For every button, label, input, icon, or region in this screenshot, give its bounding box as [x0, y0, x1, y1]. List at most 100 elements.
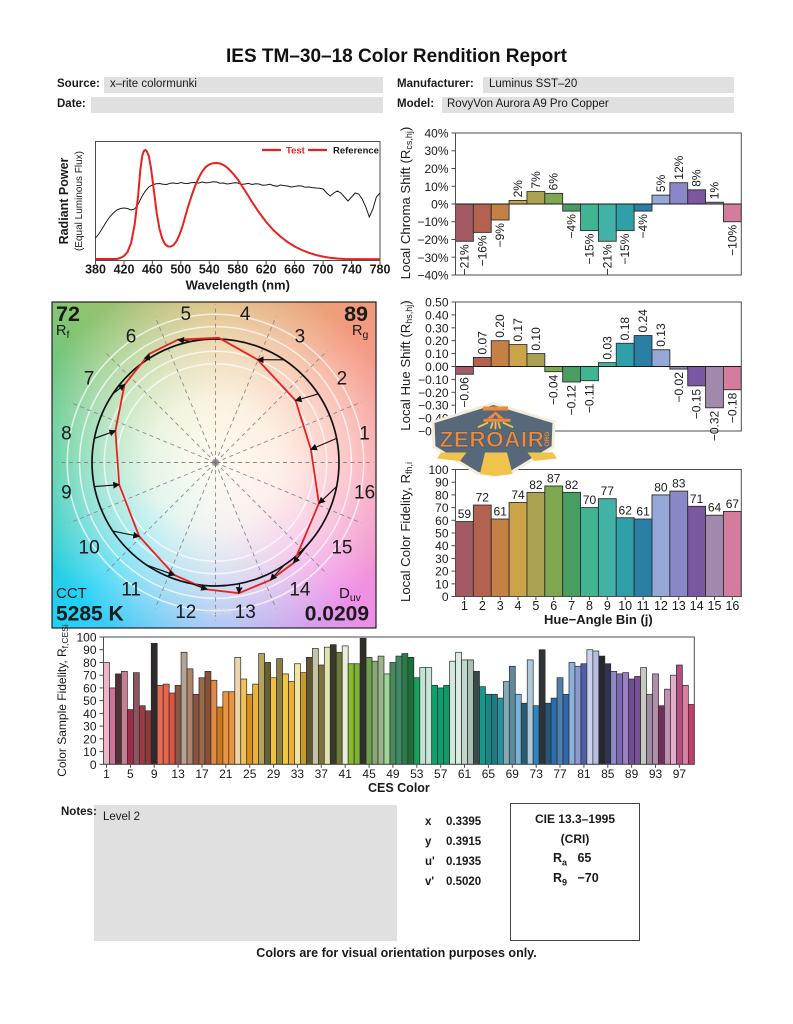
svg-text:620: 620: [256, 263, 277, 277]
svg-text:29: 29: [267, 767, 281, 781]
svg-text:13: 13: [171, 767, 185, 781]
svg-text:−0.10: −0.10: [418, 373, 449, 387]
svg-text:20%: 20%: [424, 162, 448, 176]
svg-text:−0.04: −0.04: [547, 374, 561, 405]
svg-text:CES Color: CES Color: [368, 781, 430, 795]
svg-text:82: 82: [529, 478, 543, 492]
svg-text:9: 9: [151, 767, 158, 781]
svg-text:Local Chroma Shift (Rcs,hj): Local Chroma Shift (Rcs,hj): [398, 127, 414, 280]
svg-text:69: 69: [506, 767, 520, 781]
svg-text:Reference: Reference: [333, 146, 379, 157]
svg-text:540: 540: [199, 263, 220, 277]
svg-text:30%: 30%: [424, 144, 448, 158]
svg-text:780: 780: [370, 263, 391, 277]
svg-text:85: 85: [601, 767, 615, 781]
svg-text:15: 15: [331, 537, 352, 558]
svg-text:0.30: 0.30: [425, 321, 449, 335]
svg-text:Duv: Duv: [339, 585, 362, 604]
svg-text:8%: 8%: [690, 169, 704, 187]
svg-text:0.03: 0.03: [600, 336, 614, 360]
svg-text:Local Hue Shift (Rhs,hj): Local Hue Shift (Rhs,hj): [398, 300, 414, 430]
svg-text:80: 80: [83, 656, 97, 670]
svg-text:Local Color Fidelity, Rfh,i: Local Color Fidelity, Rfh,i: [398, 462, 414, 602]
svg-text:−0.12: −0.12: [565, 385, 579, 416]
svg-text:45: 45: [362, 767, 376, 781]
svg-text:740: 740: [341, 263, 362, 277]
svg-text:4: 4: [240, 304, 251, 325]
svg-text:61: 61: [458, 767, 472, 781]
svg-text:9: 9: [61, 483, 72, 504]
svg-text:74: 74: [511, 488, 525, 502]
svg-text:2: 2: [479, 599, 486, 613]
svg-text:33: 33: [291, 767, 305, 781]
svg-text:61: 61: [636, 505, 650, 519]
svg-text:40: 40: [435, 539, 449, 553]
svg-text:12: 12: [175, 602, 196, 623]
svg-text:Wavelength (nm): Wavelength (nm): [186, 278, 290, 293]
svg-text:5%: 5%: [654, 174, 668, 192]
svg-text:0: 0: [90, 758, 97, 772]
svg-text:0: 0: [442, 590, 449, 604]
svg-text:−15%: −15%: [618, 233, 632, 264]
svg-text:25: 25: [243, 767, 257, 781]
svg-text:77: 77: [601, 484, 615, 498]
svg-text:30: 30: [83, 720, 97, 734]
svg-text:11: 11: [121, 579, 141, 600]
svg-text:−0.15: −0.15: [690, 389, 704, 420]
svg-text:90: 90: [83, 643, 97, 657]
svg-text:0.50: 0.50: [425, 296, 449, 310]
svg-text:0.24: 0.24: [636, 309, 650, 333]
svg-text:17: 17: [195, 767, 209, 781]
svg-text:−4%: −4%: [636, 214, 650, 239]
svg-text:660: 660: [284, 263, 305, 277]
svg-text:0.00: 0.00: [425, 360, 449, 374]
svg-text:3: 3: [295, 327, 306, 348]
svg-text:0%: 0%: [431, 198, 449, 212]
svg-text:10: 10: [618, 599, 632, 613]
svg-text:41: 41: [339, 767, 353, 781]
svg-text:70: 70: [83, 669, 97, 683]
svg-text:5285 K: 5285 K: [56, 603, 124, 626]
svg-text:0.17: 0.17: [511, 318, 525, 342]
svg-text:2: 2: [337, 369, 348, 390]
svg-text:62: 62: [619, 503, 633, 517]
svg-text:0.18: 0.18: [618, 317, 632, 341]
svg-text:0.20: 0.20: [425, 334, 449, 348]
svg-text:81: 81: [577, 767, 591, 781]
svg-text:0.07: 0.07: [475, 331, 489, 355]
svg-text:1: 1: [461, 599, 468, 613]
svg-text:6: 6: [550, 599, 557, 613]
svg-text:5: 5: [127, 767, 134, 781]
svg-text:6: 6: [126, 327, 137, 348]
svg-text:72: 72: [56, 302, 80, 326]
svg-text:15: 15: [708, 599, 722, 613]
svg-text:ORG: ORG: [544, 432, 551, 447]
svg-text:(Equal Luminous Flux): (Equal Luminous Flux): [74, 151, 85, 251]
svg-text:53: 53: [410, 767, 424, 781]
svg-text:−16%: −16%: [475, 235, 489, 266]
svg-text:+20%: +20%: [205, 607, 231, 618]
svg-text:80: 80: [435, 488, 449, 502]
svg-text:−30%: −30%: [417, 251, 448, 265]
svg-text:20: 20: [435, 565, 449, 579]
svg-text:100: 100: [76, 631, 96, 645]
svg-text:8: 8: [586, 599, 593, 613]
svg-text:10: 10: [83, 745, 97, 759]
svg-text:0.40: 0.40: [425, 308, 449, 322]
svg-text:14: 14: [289, 579, 311, 600]
svg-text:83: 83: [672, 477, 686, 491]
svg-text:37: 37: [315, 767, 329, 781]
svg-text:50: 50: [435, 527, 449, 541]
svg-text:49: 49: [386, 767, 400, 781]
svg-text:−0.11: −0.11: [583, 383, 597, 413]
svg-text:90: 90: [435, 476, 449, 490]
svg-text:77: 77: [553, 767, 567, 781]
svg-text:64: 64: [708, 501, 722, 515]
svg-text:72: 72: [476, 491, 490, 505]
svg-text:7: 7: [568, 599, 575, 613]
svg-text:420: 420: [114, 263, 135, 277]
svg-text:7%: 7%: [529, 171, 543, 189]
svg-text:30: 30: [435, 552, 449, 566]
svg-text:−10%: −10%: [725, 224, 739, 255]
svg-text:−0.30: −0.30: [418, 399, 449, 413]
